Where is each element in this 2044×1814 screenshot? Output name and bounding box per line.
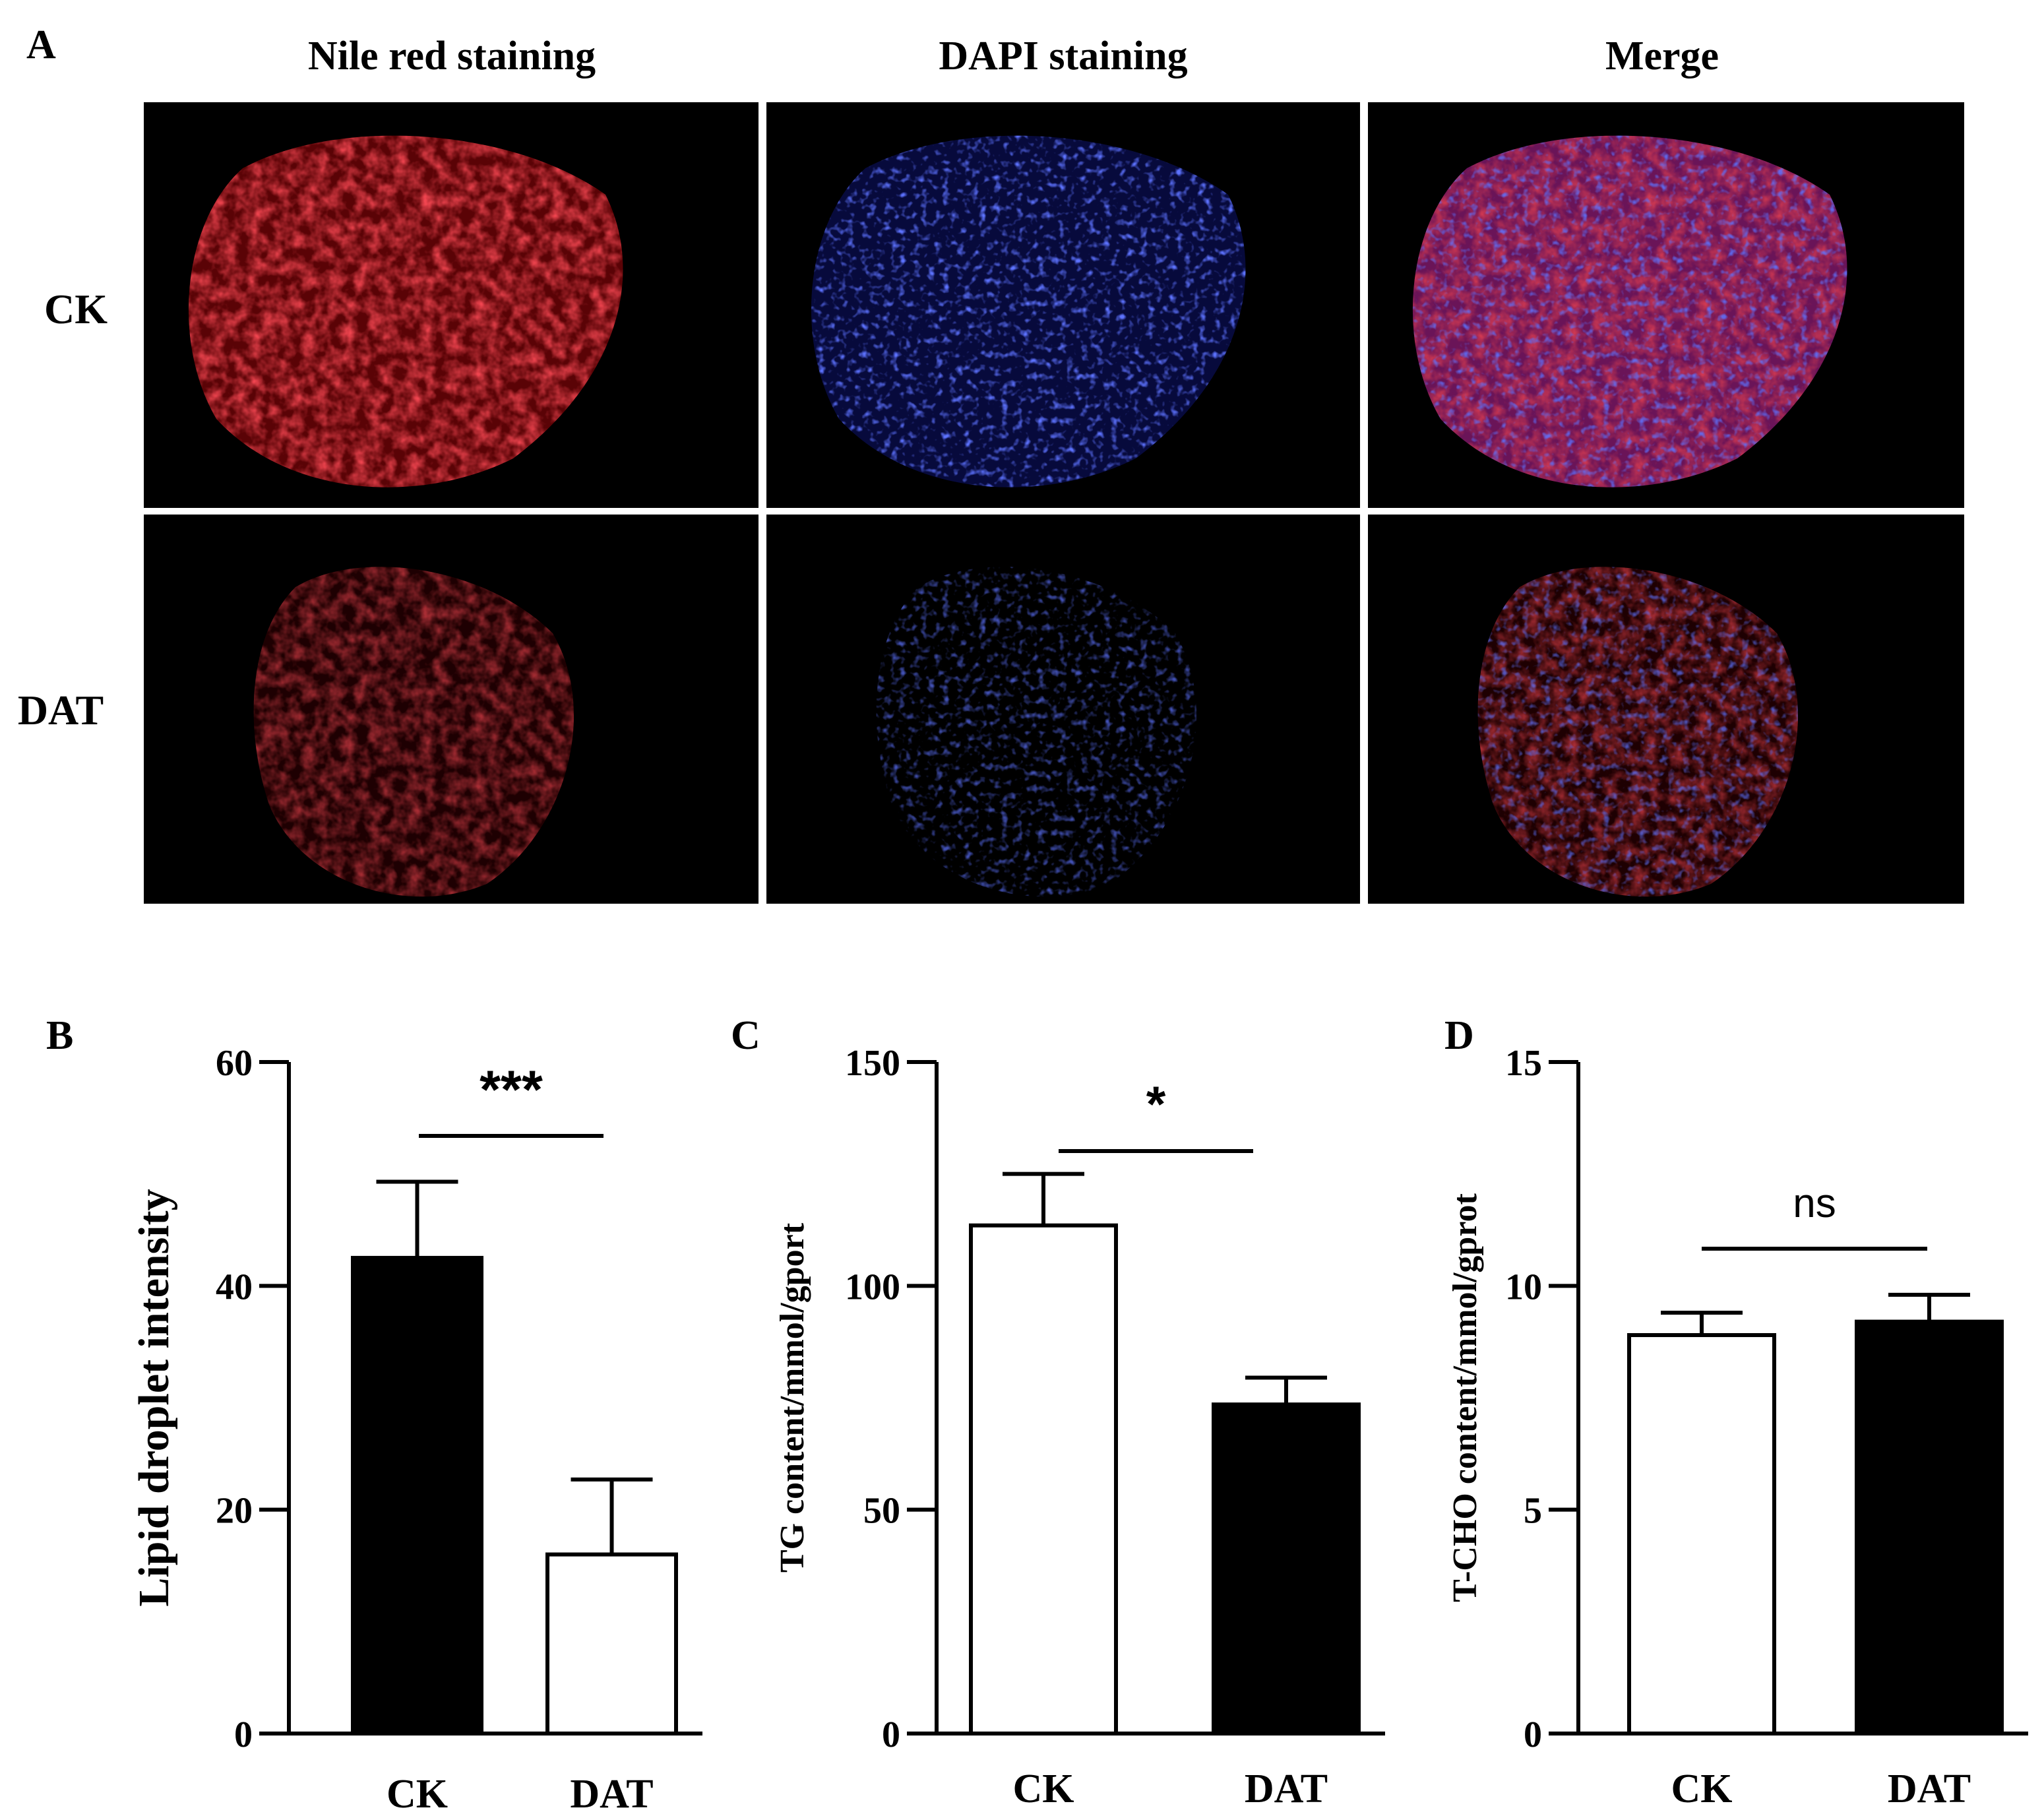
significance-label: *	[1146, 1077, 1166, 1133]
y-tick-label: 60	[216, 1043, 253, 1084]
significance-label: ***	[480, 1060, 543, 1120]
micrograph-dat-nile-red	[144, 515, 759, 904]
micrograph-dat-dapi	[766, 515, 1360, 904]
bar-ck	[969, 1223, 1118, 1736]
y-tick-label: 40	[216, 1267, 253, 1307]
bar-ck	[351, 1255, 483, 1736]
bar-chart-c: C 0 50 100 150 TG content/mmol/gport CK DAT *	[731, 1013, 1385, 1811]
bar-dat	[545, 1552, 678, 1736]
y-tick-label: 20	[216, 1491, 253, 1532]
y-tick-label: 5	[1524, 1491, 1542, 1532]
y-tick-label: 0	[1524, 1714, 1542, 1755]
bar-chart-d: D 0 5 10 15 T-CHO content/mmol/gprot CK DAT ns	[1444, 1013, 2028, 1811]
x-tick-label: DAT	[570, 1772, 653, 1814]
y-tick-label: 100	[845, 1267, 900, 1307]
y-axis-label: T-CHO content/mmol/gprot	[1446, 1193, 1484, 1602]
row-label-dat: DAT	[18, 687, 104, 734]
column-label-nile-red: Nile red staining	[308, 34, 596, 78]
x-tick-label: CK	[1013, 1767, 1074, 1811]
y-tick-label: 150	[845, 1043, 900, 1084]
y-axis-label: Lipid droplet intensity	[130, 1189, 178, 1606]
panel-label: B	[46, 1013, 73, 1058]
x-tick-label: CK	[387, 1772, 448, 1814]
bar-dat	[1855, 1319, 2004, 1736]
panel-a-label: A	[26, 22, 56, 67]
y-tick-label: 0	[882, 1714, 900, 1755]
x-tick-label: CK	[1671, 1767, 1733, 1811]
micrograph-ck-nile-red	[144, 102, 759, 508]
significance-label: ns	[1793, 1181, 1836, 1226]
micrograph-ck-dapi	[766, 102, 1360, 508]
y-tick-label: 10	[1505, 1267, 1542, 1307]
column-label-merge: Merge	[1605, 34, 1719, 78]
bar-ck	[1627, 1332, 1776, 1736]
y-tick-label: 50	[863, 1491, 900, 1532]
column-label-dapi: DAPI staining	[939, 34, 1187, 78]
y-tick-label: 15	[1505, 1043, 1542, 1084]
micrograph-dat-merge	[1368, 515, 1964, 904]
x-tick-label: DAT	[1888, 1767, 1971, 1811]
y-axis-label: TG content/mmol/gport	[774, 1222, 811, 1573]
bar-dat	[1212, 1402, 1361, 1736]
y-tick-label: 0	[234, 1714, 253, 1755]
micrograph-ck-merge	[1368, 102, 1964, 508]
row-label-ck: CK	[44, 286, 108, 332]
bar-chart-b: B 0 20 40 60 Lipid droplet intensity CK DAT ***	[46, 1013, 702, 1814]
micrograph-grid	[144, 102, 1964, 904]
panel-label: D	[1444, 1013, 1474, 1058]
x-tick-label: DAT	[1245, 1767, 1328, 1811]
panel-label: C	[731, 1013, 760, 1058]
